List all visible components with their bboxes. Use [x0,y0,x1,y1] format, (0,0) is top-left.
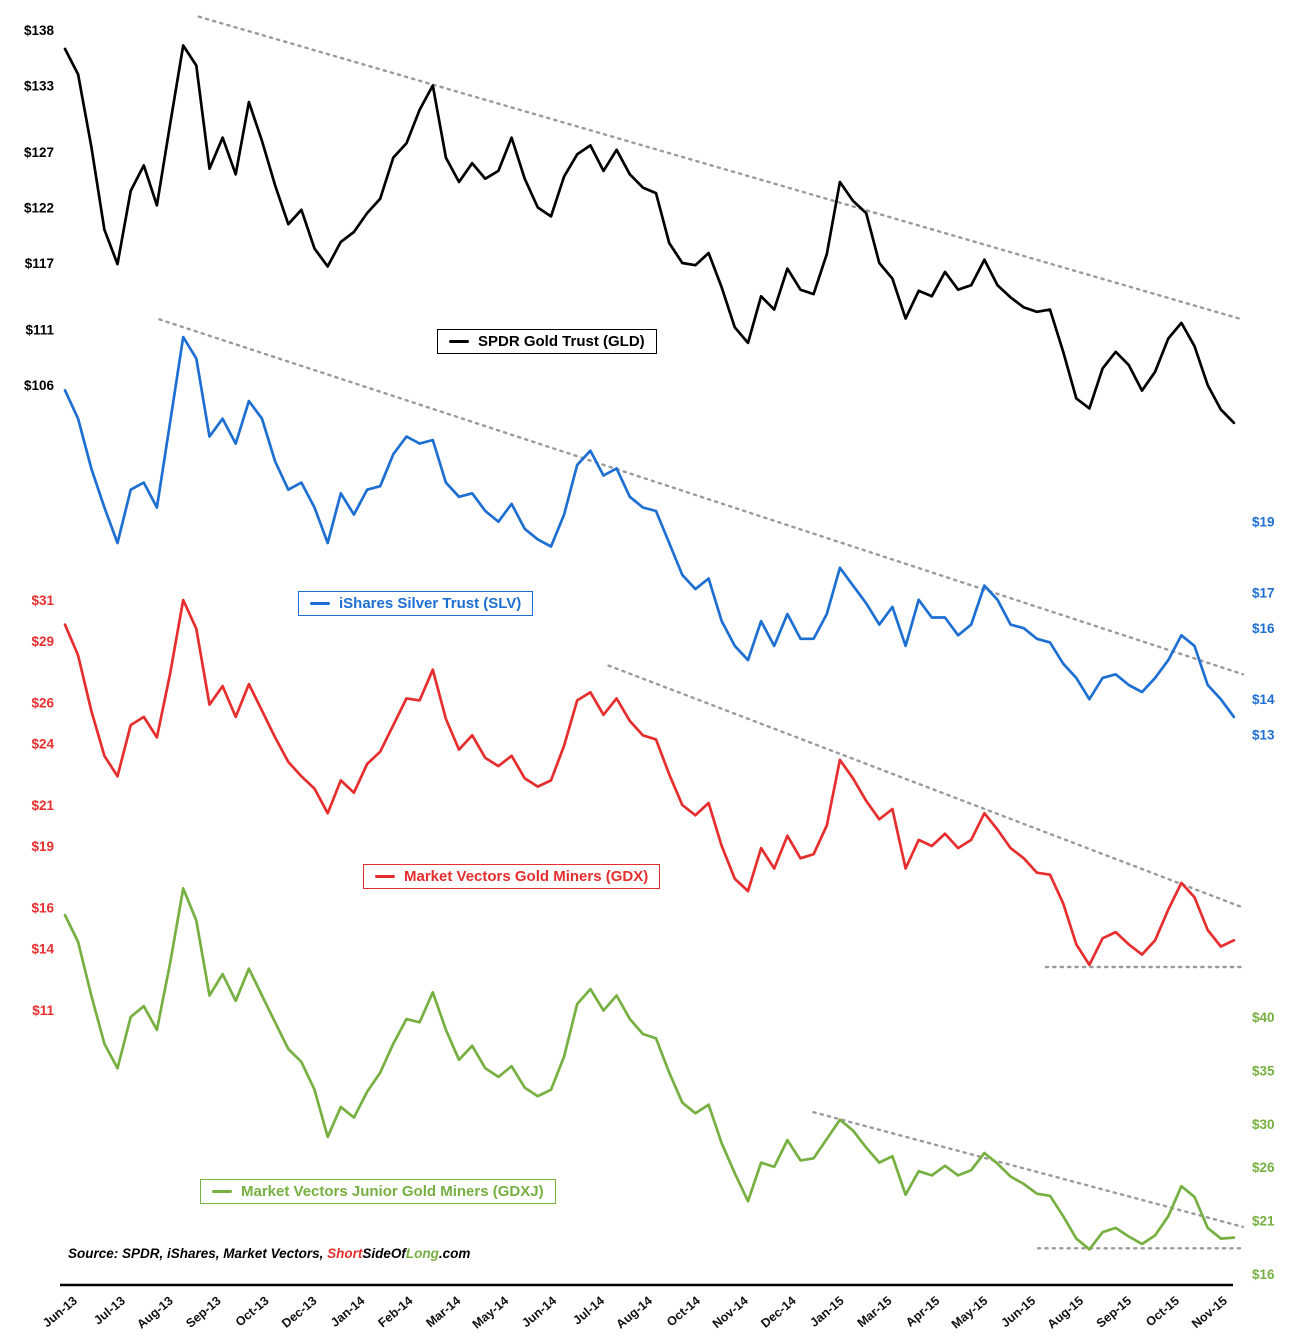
axis-tick-gdx: $11 [32,1003,54,1018]
x-axis-label: Oct-15 [1143,1294,1182,1330]
x-axis-label: Dec-13 [279,1294,319,1331]
axis-tick-gdx: $24 [31,737,54,752]
axis-tick-slv: $14 [1252,692,1275,707]
axis-tick-gdx: $16 [31,901,54,916]
axis-tick-gdxj: $40 [1252,1010,1275,1025]
legend-label-gld: SPDR Gold Trust (GLD) [478,333,645,350]
legend-label-gdxj: Market Vectors Junior Gold Miners (GDXJ) [241,1183,544,1200]
x-axis-label: Jun-13 [40,1294,80,1331]
axis-tick-slv: $17 [1252,586,1275,601]
legend-gdxj: Market Vectors Junior Gold Miners (GDXJ) [200,1179,556,1204]
axis-tick-gld: $117 [25,256,54,271]
x-axis-label: May-14 [470,1294,512,1332]
source-segment: Short [327,1246,363,1261]
x-axis-label: Mar-14 [423,1294,463,1331]
x-axis-label: Sep-15 [1094,1294,1134,1331]
trendline-slv [158,318,1245,676]
x-axis-label: Jun-15 [998,1294,1038,1331]
axis-tick-gdx: $29 [31,634,54,649]
legend-dash-slv-icon [310,601,330,606]
axis-tick-slv: $13 [1252,728,1275,743]
x-axis-label: Dec-14 [758,1294,798,1331]
series-line-gdxj [63,887,1236,1251]
axis-tick-gdx: $14 [31,942,54,957]
legend-dash-gdxj-icon [212,1189,232,1194]
axis-tick-gdx: $31 [31,593,54,608]
x-axis-label: Sep-13 [183,1294,223,1331]
axis-tick-gdx: $19 [31,839,54,854]
axis-tick-gld: $106 [24,378,55,393]
x-axis-label: Aug-15 [1045,1294,1086,1332]
axis-tick-gdxj: $35 [1252,1064,1275,1079]
axis-tick-gld: $111 [25,323,54,338]
legend-dash-gdx-icon [375,874,395,879]
axis-tick-slv: $19 [1252,515,1275,530]
legend-label-slv: iShares Silver Trust (SLV) [339,595,522,612]
axis-tick-gdx: $26 [31,696,54,711]
x-axis-label: May-15 [949,1294,991,1332]
x-axis-label: Apr-15 [903,1294,942,1330]
x-axis-label: Feb-14 [375,1294,415,1331]
axis-tick-gdxj: $16 [1252,1267,1275,1282]
legend-gdx: Market Vectors Gold Miners (GDX) [363,864,661,889]
axis-tick-gdxj: $21 [1252,1213,1275,1228]
legend-dash-gld-icon [449,339,469,344]
x-axis-label: Jul-13 [91,1294,128,1328]
source-segment: .com [438,1246,471,1261]
x-axis-label: Jul-14 [570,1294,607,1328]
source-segment: Long [405,1246,439,1261]
series-line-slv [63,335,1236,719]
trendline-gdx [607,664,1245,909]
axis-tick-gld: $122 [24,201,54,216]
axis-tick-gdxj: $30 [1252,1117,1275,1132]
x-axis-label: Aug-13 [134,1294,175,1332]
x-axis-label: Nov-15 [1189,1294,1230,1332]
axis-tick-gdx: $21 [31,798,54,813]
x-axis-label: Jan-15 [807,1294,846,1330]
x-axis-label: Mar-15 [855,1294,895,1331]
axis-tick-gld: $138 [24,23,55,38]
x-axis-label: Aug-14 [613,1294,654,1332]
source-attribution: Source: SPDR, iShares, Market Vectors, S… [68,1246,470,1261]
axis-tick-gdxj: $26 [1252,1160,1275,1175]
x-axis-label: Nov-14 [710,1294,751,1332]
legend-gld: SPDR Gold Trust (GLD) [437,329,657,354]
legend-slv: iShares Silver Trust (SLV) [298,591,534,616]
legend-label-gdx: Market Vectors Gold Miners (GDX) [404,868,649,885]
axis-tick-gld: $133 [24,79,55,94]
x-axis-label: Jun-14 [519,1294,559,1331]
series-line-gdx [63,598,1236,967]
source-segment: SideOf [362,1246,406,1261]
x-axis-label: Jan-14 [328,1294,367,1330]
source-segment: Source: SPDR, iShares, Market Vectors, [68,1246,328,1261]
axis-tick-slv: $16 [1252,621,1275,636]
series-line-gld [63,44,1236,425]
x-axis-label: Oct-13 [233,1294,272,1330]
trendline-gld [197,15,1245,321]
x-axis-label: Oct-14 [664,1294,703,1330]
trendline-gdxj [812,1110,1245,1229]
axis-tick-gld: $127 [24,145,54,160]
